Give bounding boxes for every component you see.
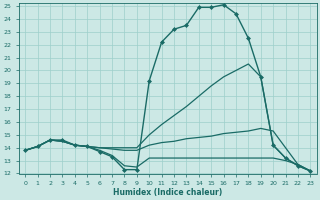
- X-axis label: Humidex (Indice chaleur): Humidex (Indice chaleur): [113, 188, 222, 197]
